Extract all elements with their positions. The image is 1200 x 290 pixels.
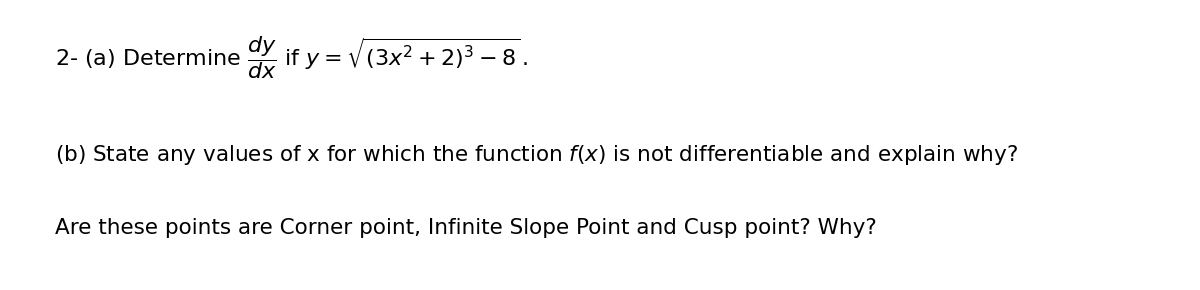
- Text: 2- (a) Determine $\dfrac{dy}{dx}$ if $y = \sqrt{(3x^2 + 2)^3 - 8}\,.$: 2- (a) Determine $\dfrac{dy}{dx}$ if $y …: [55, 35, 528, 81]
- Text: (b) State any values of x for which the function $f(x)$ is not differentiable an: (b) State any values of x for which the …: [55, 143, 1018, 167]
- Text: Are these points are Corner point, Infinite Slope Point and Cusp point? Why?: Are these points are Corner point, Infin…: [55, 218, 877, 238]
